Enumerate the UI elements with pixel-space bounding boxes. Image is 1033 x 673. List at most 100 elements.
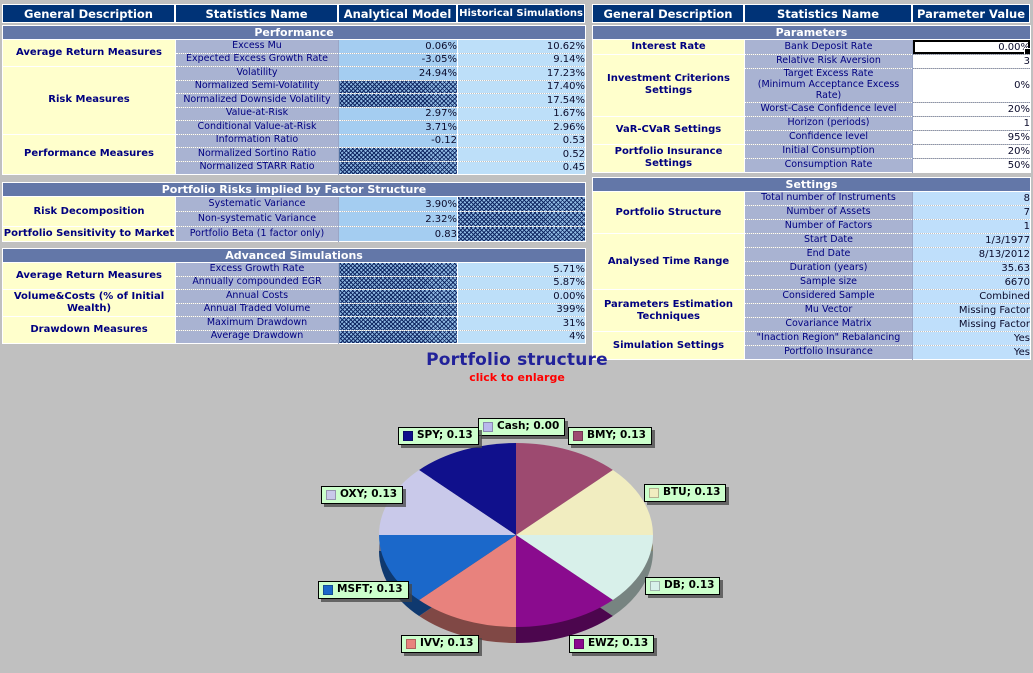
parameters-table-header: General Description Statistics Name Parame…	[592, 4, 1030, 23]
column-header-general-description: General Description	[592, 4, 744, 23]
parameter-value[interactable]: 50%	[912, 157, 1031, 173]
parameter-value[interactable]: Combined	[911, 289, 1032, 304]
parameter-value[interactable]: Missing Factor	[911, 317, 1032, 332]
stat-name: Initial Consumption	[744, 143, 913, 159]
pie-slice-db[interactable]	[516, 535, 653, 601]
stat-name: Normalized Downside Volatility	[175, 93, 339, 108]
parameter-value[interactable]: 1/3/1977	[911, 233, 1032, 248]
active-parameter-cell[interactable]: 0.00%	[912, 39, 1031, 55]
parameter-value[interactable]: 20%	[912, 101, 1031, 117]
group-label: Simulation Settings	[592, 331, 745, 360]
stat-name: Expected Excess Growth Rate	[175, 52, 339, 67]
analytics-table: General Description Statistics Name Analyt…	[1, 4, 587, 356]
group-label: Average Return Measures	[2, 39, 176, 67]
stat-name: Normalized STARR Ratio	[175, 160, 339, 175]
parameter-value[interactable]: 20%	[912, 143, 1031, 159]
parameter-value[interactable]: Yes	[911, 345, 1032, 360]
historical-value: 0.45	[456, 160, 587, 175]
pie-slice-btu[interactable]	[516, 469, 653, 535]
parameters-table: General Description Statistics Name Parame…	[591, 4, 1032, 364]
parameter-value[interactable]: 1	[912, 115, 1031, 131]
group-label: Analysed Time Range	[592, 233, 745, 290]
stat-name: Value-at-Risk	[175, 106, 339, 121]
stat-name: Excess Growth Rate	[175, 262, 339, 277]
parameter-value[interactable]: Yes	[911, 331, 1032, 346]
historical-value: 31%	[456, 316, 587, 331]
pie-chart-svg[interactable]	[356, 428, 676, 673]
parameter-value[interactable]: 8	[911, 191, 1032, 206]
pie-label-btu[interactable]: BTU; 0.13	[644, 484, 727, 502]
group-label: Parameters Estimation Techniques	[592, 289, 745, 332]
stat-name: Information Ratio	[175, 133, 339, 148]
pie-label-text: BMY; 0.13	[587, 429, 646, 441]
parameter-value[interactable]: Missing Factor	[911, 303, 1032, 318]
pie-slice-msft[interactable]	[379, 535, 516, 601]
params-section-0: Parameters Interest Rate Bank Deposit Rate…	[592, 25, 1031, 173]
stat-name: Excess Mu	[175, 39, 339, 54]
hatched-na-cell	[338, 79, 458, 94]
parameter-value[interactable]: 6670	[911, 275, 1032, 290]
stats-section-1: Portfolio Risks implied by Factor Struct…	[2, 182, 586, 242]
pie-label-text: OXY; 0.13	[340, 488, 398, 500]
column-header-statistics-name: Statistics Name	[175, 4, 338, 23]
cell-fill-handle[interactable]	[1024, 48, 1030, 54]
stat-name: Considered Sample	[744, 289, 913, 304]
parameter-value[interactable]: 35.63	[911, 261, 1032, 276]
column-header-parameter-value: Parameter Value	[912, 4, 1030, 23]
stat-name: "Inaction Region" Rebalancing	[744, 331, 913, 346]
hatched-na-cell	[338, 275, 458, 290]
legend-marker-btu	[649, 487, 659, 498]
parameter-value[interactable]: 0%	[912, 68, 1031, 103]
stat-name: Normalized Semi-Volatility	[175, 79, 339, 94]
pie-label-db[interactable]: DB; 0.13	[645, 577, 721, 595]
pie-slice-bmy[interactable]	[516, 443, 613, 535]
pie-label-text: IVV; 0.13	[420, 637, 474, 649]
pie-label-msft[interactable]: MSFT; 0.13	[318, 581, 409, 599]
stat-name: Portfolio Insurance	[744, 345, 913, 360]
analytical-value: 0.06%	[338, 39, 458, 54]
column-header-general-description: General Description	[2, 4, 175, 23]
analytical-value: 24.94%	[338, 66, 458, 81]
pie-label-text: EWZ; 0.13	[588, 637, 649, 649]
pie-label-spy[interactable]: SPY; 0.13	[398, 427, 479, 445]
pie-label-bmy[interactable]: BMY; 0.13	[568, 427, 652, 445]
pie-label-ewz[interactable]: EWZ; 0.13	[569, 635, 655, 653]
stat-name-line1: Target Excess Rate	[783, 68, 874, 79]
group-label: Volume&Costs (% of Initial Wealth)	[2, 289, 176, 317]
stat-name: Covariance Matrix	[744, 317, 913, 332]
parameter-value[interactable]: 7	[911, 205, 1032, 220]
pie-label-text: Cash; 0.00	[497, 420, 560, 432]
parameter-value[interactable]: 95%	[912, 129, 1031, 145]
stat-name: Duration (years)	[744, 261, 913, 276]
stat-name: Start Date	[744, 233, 913, 248]
hatched-na-cell	[457, 211, 586, 227]
pie-slice-ivv[interactable]	[419, 535, 516, 627]
group-label: Performance Measures	[2, 133, 176, 175]
analytical-value: 2.97%	[338, 106, 458, 121]
pie-label-text: SPY; 0.13	[417, 429, 473, 441]
hatched-na-cell	[338, 329, 458, 344]
historical-value: 17.40%	[456, 79, 587, 94]
pie-label-cash[interactable]: Cash; 0.00	[478, 418, 566, 436]
pie-slice-ewz[interactable]	[516, 535, 613, 627]
chart-title: Portfolio structure	[426, 350, 608, 370]
pie-label-oxy[interactable]: OXY; 0.13	[321, 486, 404, 504]
pie-chart[interactable]	[356, 428, 676, 673]
parameter-value[interactable]: 8/13/2012	[911, 247, 1032, 262]
parameter-value[interactable]: 3	[912, 54, 1031, 69]
pie-slice-oxy[interactable]	[379, 469, 516, 535]
group-label: VaR-CVaR Settings	[592, 115, 745, 145]
hatched-na-cell	[457, 226, 586, 242]
historical-value: 9.14%	[456, 52, 587, 67]
hatched-na-cell	[338, 302, 458, 317]
stat-name: Horizon (periods)	[744, 115, 913, 131]
legend-marker-msft	[323, 584, 333, 595]
stat-name: Consumption Rate	[744, 157, 913, 173]
parameter-value[interactable]: 1	[911, 219, 1032, 234]
section-title: Portfolio Risks implied by Factor Struct…	[2, 182, 586, 197]
stat-name: Sample size	[744, 275, 913, 290]
stat-name: Normalized Sortino Ratio	[175, 147, 339, 162]
chart-enlarge-link[interactable]: click to enlarge	[469, 371, 565, 384]
pie-label-ivv[interactable]: IVV; 0.13	[401, 635, 480, 653]
pie-slice-spy[interactable]	[419, 443, 516, 535]
